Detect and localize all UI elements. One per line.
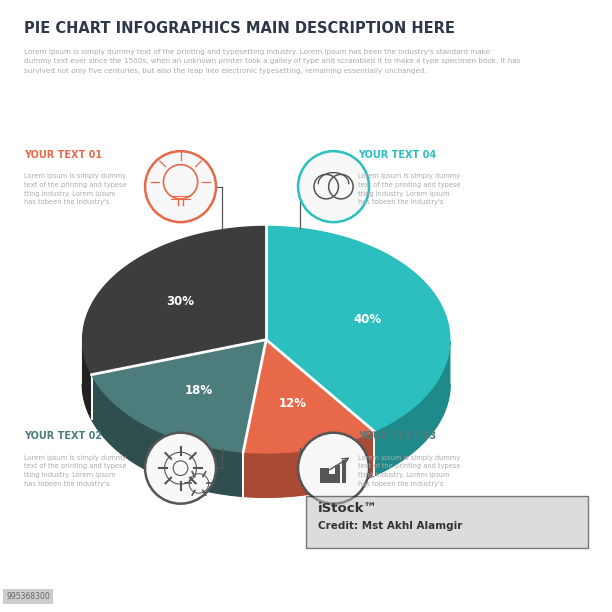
Text: YOUR TEXT 02: YOUR TEXT 02	[24, 431, 103, 441]
Text: YOUR TEXT 01: YOUR TEXT 01	[24, 150, 103, 160]
Text: 30%: 30%	[166, 294, 194, 308]
FancyBboxPatch shape	[327, 474, 335, 483]
Text: Lorem Ipsum is simply dummy
text of the printing and typese
tting industry. Lore: Lorem Ipsum is simply dummy text of the …	[358, 173, 460, 206]
Text: YOUR TEXT 03: YOUR TEXT 03	[358, 431, 436, 441]
FancyBboxPatch shape	[320, 468, 329, 483]
Circle shape	[145, 433, 216, 504]
Text: Lorem Ipsum is simply dummy text of the printing and typesetting industry. Lorem: Lorem Ipsum is simply dummy text of the …	[24, 49, 521, 74]
Polygon shape	[83, 226, 266, 375]
Text: Credit: Mst Akhl Alamgir: Credit: Mst Akhl Alamgir	[318, 521, 463, 531]
Circle shape	[145, 151, 216, 222]
Text: Lorem Ipsum is simply dummy
text of the printing and typese
tting industry. Lore: Lorem Ipsum is simply dummy text of the …	[24, 173, 127, 206]
Text: YOUR TEXT 04: YOUR TEXT 04	[358, 150, 436, 160]
Text: 40%: 40%	[354, 313, 381, 326]
Text: 995368300: 995368300	[6, 592, 50, 601]
Text: Lorem Ipsum is simply dummy
text of the printing and typese
tting industry. Lore: Lorem Ipsum is simply dummy text of the …	[24, 455, 127, 487]
Polygon shape	[92, 375, 243, 496]
Polygon shape	[83, 341, 92, 419]
Text: Lorem Ipsum is simply dummy
text of the printing and typese
tting industry. Lore: Lorem Ipsum is simply dummy text of the …	[358, 455, 460, 487]
Polygon shape	[243, 431, 374, 497]
Polygon shape	[374, 341, 450, 476]
FancyBboxPatch shape	[342, 460, 346, 483]
Polygon shape	[266, 226, 450, 431]
Polygon shape	[92, 340, 266, 452]
Circle shape	[298, 151, 369, 222]
FancyBboxPatch shape	[335, 465, 340, 483]
Circle shape	[298, 433, 369, 504]
Text: 12%: 12%	[278, 397, 307, 410]
Polygon shape	[243, 340, 374, 453]
Text: PIE CHART INFOGRAPHICS MAIN DESCRIPTION HERE: PIE CHART INFOGRAPHICS MAIN DESCRIPTION …	[24, 21, 455, 37]
Text: iStock™: iStock™	[318, 502, 378, 515]
FancyBboxPatch shape	[306, 496, 588, 548]
Text: 18%: 18%	[184, 384, 212, 397]
